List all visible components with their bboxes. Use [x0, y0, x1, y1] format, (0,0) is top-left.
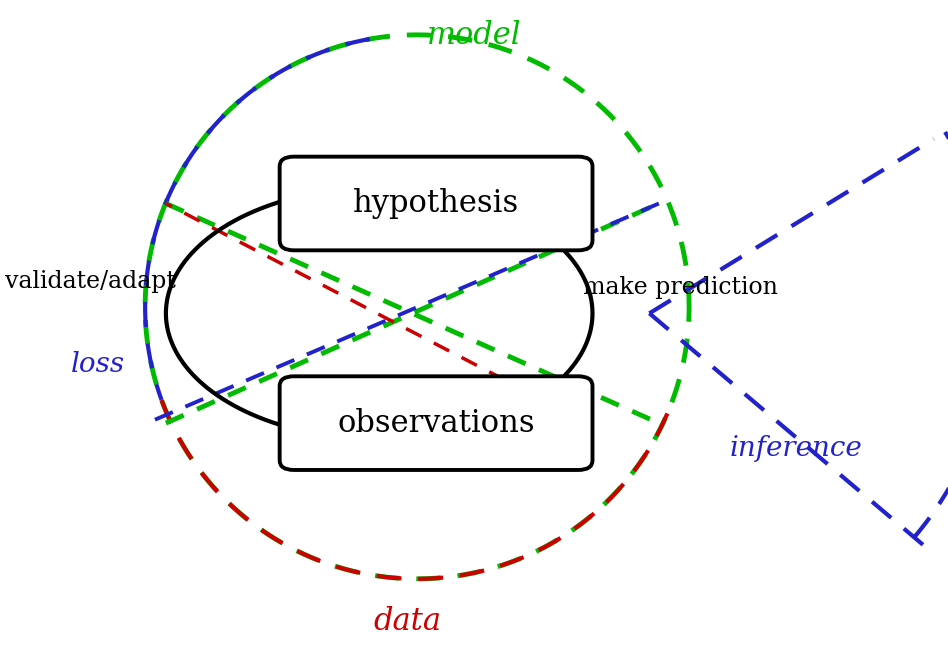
Text: make prediction: make prediction	[583, 276, 778, 299]
Text: model: model	[427, 20, 521, 51]
FancyBboxPatch shape	[280, 376, 592, 470]
Text: observations: observations	[337, 408, 535, 439]
Text: data: data	[374, 606, 442, 637]
FancyBboxPatch shape	[280, 156, 592, 250]
Text: loss: loss	[71, 351, 125, 379]
Text: validate/adapt: validate/adapt	[5, 269, 175, 293]
Text: hypothesis: hypothesis	[353, 188, 520, 219]
Text: inference: inference	[730, 435, 863, 463]
